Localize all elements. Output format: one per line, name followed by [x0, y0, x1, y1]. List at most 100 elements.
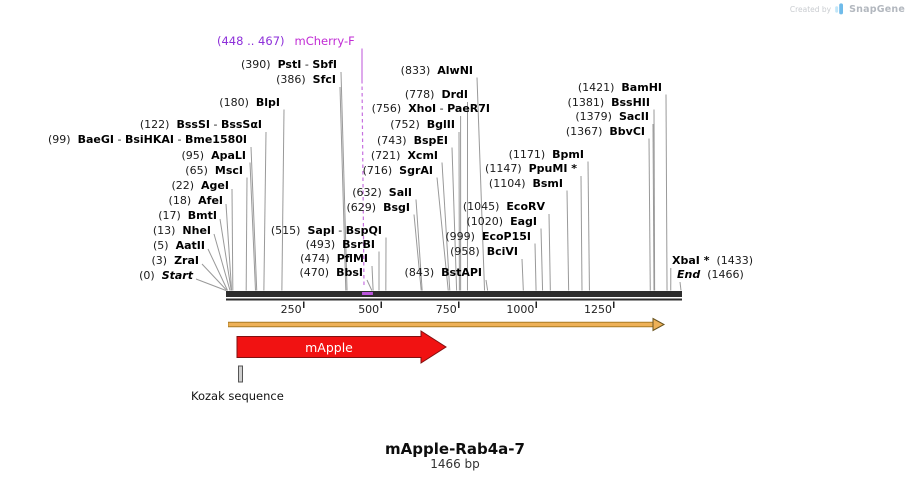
orf-arrowhead: [652, 317, 666, 332]
axis-tick-label: 250: [280, 303, 302, 316]
site-callout-line: [225, 203, 233, 291]
axis-tick: [302, 301, 305, 308]
watermark: Created by SnapGene: [790, 3, 905, 15]
feature-label-mapple: mApple: [305, 340, 353, 355]
site-callout-line: [653, 109, 656, 291]
site-callout-line: [250, 146, 258, 291]
site-callout-line: [281, 109, 285, 291]
site-callout-line: [580, 175, 583, 291]
site-label-bglii: (752) BglII: [390, 118, 455, 131]
site-callout-line: [213, 233, 231, 291]
axis-tick: [535, 301, 538, 308]
site-callout-line: [485, 279, 489, 291]
site-callout-line: [436, 177, 449, 291]
site-label-sgrai: (716) SgrAI: [362, 163, 433, 177]
site-label-alwni: (833) AlwNI: [400, 63, 473, 77]
site-callout-line: [219, 218, 232, 291]
site-label-psti-sbfi: (390) PstI - SbfI: [240, 58, 337, 71]
site-callout-line: [231, 188, 234, 291]
site-callout-line: [371, 265, 374, 291]
axis-tick-label: 1000: [506, 303, 535, 316]
sequence-bar-underline: [226, 298, 682, 301]
site-callout-line: [263, 131, 267, 291]
plasmid-length: 1466 bp: [430, 457, 480, 471]
site-callout-line: [451, 147, 458, 291]
site-label-sacii: (1379) SacII: [575, 110, 649, 123]
axis-tick: [380, 301, 382, 308]
site-label-apali: (95) ApaLI: [181, 148, 246, 162]
primer-dashed-line: [361, 79, 365, 288]
site-callout-line: [339, 86, 347, 291]
axis-tick: [613, 301, 615, 308]
site-callout-line: [648, 138, 651, 291]
site-callout-line: [665, 94, 668, 291]
site-label-afei: (18) AfeI: [168, 193, 223, 207]
site-label-ecop15i: (999) EcoP15I: [445, 229, 531, 243]
site-label-baegi-bsihkai-bme1580i: (99) BaeGI - BsiHKAI - Bme1580I: [48, 133, 247, 146]
site-label-agei: (22) AgeI: [171, 178, 229, 192]
site-label-bstapi: (843) BstAPI: [404, 266, 482, 279]
site-label-bsrbi: (493) BsrBI: [305, 237, 375, 251]
site-callout-line: [249, 162, 256, 291]
site-callout-line: [679, 281, 682, 291]
site-label-aatii: (5) AatII: [153, 238, 205, 252]
site-callout-line: [441, 162, 451, 291]
site-label-sfci: (386) SfcI: [276, 73, 336, 86]
site-label-bsmi: (1104) BsmI: [488, 176, 563, 190]
site-label-ppumi: (1147) PpuMI *: [485, 162, 577, 175]
site-label-start: (0) Start: [139, 268, 193, 282]
site-callout-line: [548, 213, 551, 291]
axis-tick-label: 750: [435, 303, 457, 316]
site-label-ecorv: (1045) EcoRV: [462, 200, 545, 213]
site-label-blpi: (180) BlpI: [219, 95, 280, 109]
site-callout-line: [195, 278, 227, 291]
axis-tick: [458, 301, 460, 308]
kozak-mark: [238, 365, 243, 383]
site-label-nhei: (13) NheI: [152, 223, 211, 237]
plasmid-title: mApple-Rab4a-7: [385, 440, 525, 458]
primer-name-text: mCherry-F: [294, 34, 355, 48]
snapgene-logo-icon: [835, 3, 844, 15]
site-label-xcmi: (721) XcmI: [370, 148, 438, 162]
site-label-bsssi-bsss-i: (122) BssSI - BssSαI: [139, 118, 262, 131]
site-callout-line: [366, 279, 373, 291]
axis-tick-label: 500: [358, 303, 380, 316]
site-label-msci: (65) MscI: [185, 163, 243, 177]
watermark-created-by-text: Created by: [789, 4, 832, 14]
site-label-eagi: (1020) EagI: [466, 214, 537, 228]
site-callout-line: [540, 228, 544, 291]
site-callout-line: [521, 258, 524, 291]
site-label-bpmi: (1171) BpmI: [508, 147, 584, 161]
site-callout-line: [245, 177, 248, 291]
site-label-xhoi-paer7i: (756) XhoI - PaeR7I: [371, 101, 490, 115]
site-callout-line: [415, 199, 423, 291]
site-label-zrai: (3) ZraI: [151, 253, 199, 267]
site-callout-line: [566, 190, 570, 291]
site-label-pflmi: (474) PflMI: [300, 252, 368, 265]
site-callout-line: [201, 263, 228, 291]
axis-tick-label: 1250: [583, 303, 612, 316]
mapple-cds-arrow: [236, 330, 447, 364]
site-label-sali: (632) SalI: [352, 185, 412, 199]
site-label-end: End (1466): [677, 268, 744, 281]
site-callout-line: [413, 214, 422, 291]
watermark-brand-text: SnapGene: [849, 3, 905, 15]
site-callout-line: [534, 243, 537, 291]
site-callout-line: [652, 123, 655, 291]
site-label-drdi: (778) DrdI: [404, 88, 468, 101]
site-label-bbsi: (470) BbsI: [299, 266, 364, 279]
site-label-bamhi: (1421) BamHI: [577, 80, 662, 94]
site-label-bsgi: (629) BsgI: [346, 200, 411, 214]
site-label-bsshii: (1381) BssHII: [567, 95, 650, 109]
site-callout-line: [476, 77, 486, 291]
primer-range-text: (448 .. 467): [217, 34, 285, 48]
site-callout-line: [587, 161, 590, 291]
site-label-xbai: XbaI * (1433): [672, 254, 754, 267]
site-label-bmti: (17) BmtI: [158, 208, 217, 222]
sequence-bar: [226, 291, 682, 297]
primer-label: (448 .. 467) mCherry-F: [217, 34, 355, 48]
site-callout-line: [207, 248, 229, 291]
site-label-bspei: (743) BspEI: [376, 133, 448, 147]
